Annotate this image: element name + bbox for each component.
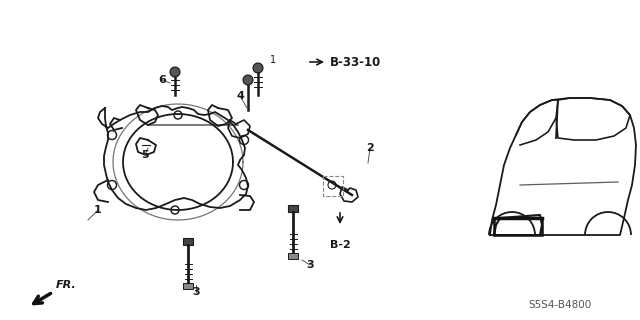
Circle shape [243, 75, 253, 85]
Bar [288, 253, 298, 259]
Circle shape [170, 67, 180, 77]
Text: 1: 1 [94, 205, 102, 215]
Text: FR.: FR. [56, 280, 77, 290]
Bar [183, 283, 193, 289]
Circle shape [253, 63, 263, 73]
Text: S5S4-B4800: S5S4-B4800 [529, 300, 591, 310]
Text: 5: 5 [141, 150, 149, 160]
Text: 2: 2 [366, 143, 374, 153]
Bar [288, 205, 298, 212]
Text: 1: 1 [270, 55, 276, 65]
Text: 6: 6 [158, 75, 166, 85]
Text: 3: 3 [306, 260, 314, 270]
Text: B-2: B-2 [330, 240, 350, 250]
Bar [494, 218, 542, 235]
Text: B-33-10: B-33-10 [330, 55, 381, 68]
Text: 3: 3 [192, 287, 200, 297]
Bar [183, 238, 193, 245]
Text: 4: 4 [236, 91, 244, 101]
